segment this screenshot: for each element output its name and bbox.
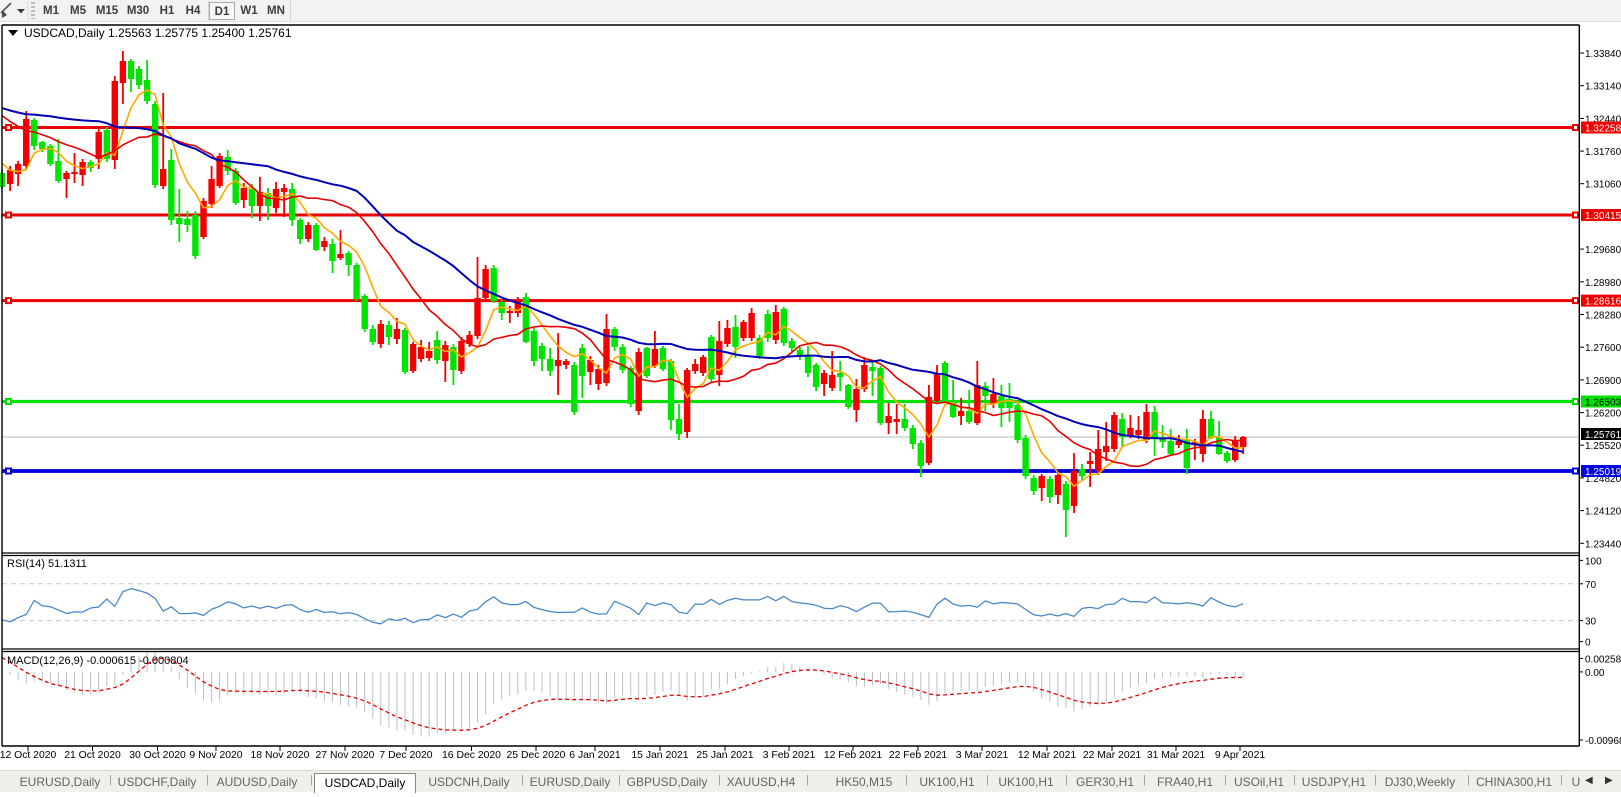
svg-text:1.25019: 1.25019: [1585, 467, 1621, 478]
svg-text:3 Feb 2021: 3 Feb 2021: [763, 750, 816, 761]
svg-text:RSI(14) 51.1311: RSI(14) 51.1311: [7, 558, 87, 570]
svg-text:1.26900: 1.26900: [1585, 376, 1621, 387]
svg-text:1.29680: 1.29680: [1585, 245, 1621, 256]
svg-text:USDCAD,Daily 1.25563 1.25775: USDCAD,Daily 1.25563 1.25775 1.25400 1.2…: [24, 26, 292, 40]
svg-text:22 Mar 2021: 22 Mar 2021: [1083, 750, 1142, 761]
svg-text:27 Nov 2020: 27 Nov 2020: [316, 750, 375, 761]
svg-text:1.28616: 1.28616: [1585, 297, 1621, 308]
svg-text:1.26200: 1.26200: [1585, 409, 1621, 420]
svg-text:1.32258: 1.32258: [1585, 124, 1621, 135]
svg-text:18 Nov 2020: 18 Nov 2020: [251, 750, 310, 761]
svg-text:1.23440: 1.23440: [1585, 539, 1621, 550]
svg-text:1.24120: 1.24120: [1585, 507, 1621, 518]
svg-text:7 Dec 2020: 7 Dec 2020: [379, 750, 432, 761]
svg-text:1.24820: 1.24820: [1585, 474, 1621, 485]
svg-text:6 Jan 2021: 6 Jan 2021: [569, 750, 621, 761]
svg-text:1.26503: 1.26503: [1585, 398, 1621, 409]
svg-text:25 Jan 2021: 25 Jan 2021: [696, 750, 753, 761]
svg-text:1.33140: 1.33140: [1585, 82, 1621, 93]
svg-text:15 Jan 2021: 15 Jan 2021: [631, 750, 688, 761]
svg-text:0: 0: [1585, 638, 1591, 649]
svg-text:1.31760: 1.31760: [1585, 147, 1621, 158]
svg-text:16 Dec 2020: 16 Dec 2020: [442, 750, 501, 761]
svg-text:30 Oct 2020: 30 Oct 2020: [129, 750, 186, 761]
svg-text:31 Mar 2021: 31 Mar 2021: [1147, 750, 1206, 761]
svg-text:9 Nov 2020: 9 Nov 2020: [189, 750, 242, 761]
svg-text:3 Mar 2021: 3 Mar 2021: [956, 750, 1009, 761]
svg-text:0.00258: 0.00258: [1585, 654, 1621, 665]
svg-text:100: 100: [1585, 556, 1602, 567]
svg-text:1.27600: 1.27600: [1585, 343, 1621, 354]
svg-text:12 Mar 2021: 12 Mar 2021: [1018, 750, 1077, 761]
svg-text:-0.009687: -0.009687: [1585, 736, 1621, 747]
svg-text:30: 30: [1585, 617, 1597, 628]
svg-text:21 Oct 2020: 21 Oct 2020: [64, 750, 121, 761]
svg-text:MACD(12,26,9) -0.000615 -0.000: MACD(12,26,9) -0.000615 -0.000804: [7, 655, 189, 667]
svg-text:1.33840: 1.33840: [1585, 49, 1621, 60]
svg-text:1.31060: 1.31060: [1585, 180, 1621, 191]
svg-text:12 Oct 2020: 12 Oct 2020: [0, 750, 57, 761]
svg-text:1.30415: 1.30415: [1585, 211, 1621, 222]
svg-text:70: 70: [1585, 580, 1597, 591]
svg-text:0.00: 0.00: [1585, 668, 1605, 679]
svg-text:1.32440: 1.32440: [1585, 114, 1621, 125]
svg-text:9 Apr 2021: 9 Apr 2021: [1215, 750, 1265, 761]
svg-text:25 Dec 2020: 25 Dec 2020: [507, 750, 566, 761]
svg-text:1.25761: 1.25761: [1585, 430, 1621, 441]
svg-text:12 Feb 2021: 12 Feb 2021: [824, 750, 883, 761]
svg-text:1.25520: 1.25520: [1585, 441, 1621, 452]
svg-text:1.28980: 1.28980: [1585, 278, 1621, 289]
svg-text:1.28280: 1.28280: [1585, 311, 1621, 322]
svg-text:22 Feb 2021: 22 Feb 2021: [889, 750, 948, 761]
